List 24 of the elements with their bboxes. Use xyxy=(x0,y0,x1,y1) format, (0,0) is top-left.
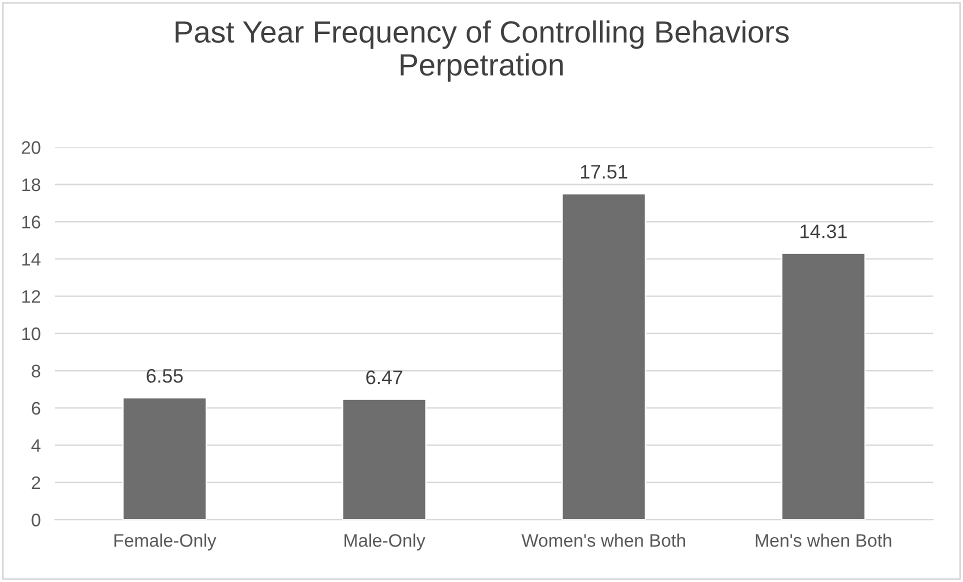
y-tick-label: 0 xyxy=(32,514,40,526)
data-label: 17.51 xyxy=(580,165,628,179)
y-tick-label: 12 xyxy=(22,290,40,303)
y-tick-label: 16 xyxy=(22,216,40,228)
y-tick-label: 14 xyxy=(22,253,40,266)
x-tick-label: Male-Only xyxy=(344,534,426,550)
bar xyxy=(561,192,646,520)
data-label: 14.31 xyxy=(800,224,847,238)
y-tick-label: 4 xyxy=(31,439,40,452)
data-label: 6.55 xyxy=(146,369,183,383)
x-tick-label: Women's when Both xyxy=(522,534,685,547)
bar xyxy=(342,398,427,520)
x-tick-label: Female-Only xyxy=(114,534,216,550)
bar xyxy=(780,252,866,520)
y-tick-label: 2 xyxy=(32,476,40,490)
y-tick-label: 18 xyxy=(22,178,40,192)
bar xyxy=(122,397,208,520)
data-label: 6.47 xyxy=(366,370,402,384)
y-tick-label: 6 xyxy=(32,402,40,415)
y-tick-label: 10 xyxy=(22,327,40,340)
x-tick-label: Men's when Both xyxy=(756,534,892,547)
y-tick-label: 8 xyxy=(32,364,40,378)
y-tick-label: 20 xyxy=(22,141,40,154)
chart-title: Past Year Frequency of Controlling Behaviors Perpetration xyxy=(176,20,789,82)
